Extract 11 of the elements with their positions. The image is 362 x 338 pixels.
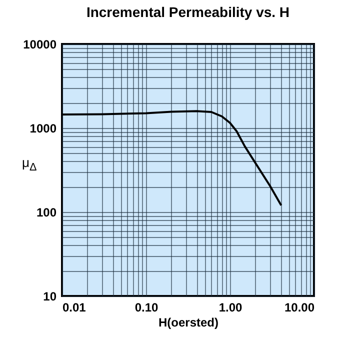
y-axis-title: μ$_{Δ}$ [22,155,37,174]
y-tick-label: 1000 [30,122,57,136]
y-tick-label: 10 [43,290,57,304]
x-axis-title: H(oersted) [158,316,219,330]
x-tick-label: 0.10 [134,300,158,314]
x-tick-label: 1.00 [218,300,242,314]
y-tick-label: 100 [36,206,57,220]
x-tick-label: 10.00 [284,300,315,314]
x-tick-label: 0.01 [62,300,86,314]
chart-title: Incremental Permeability vs. H [86,4,290,20]
y-tick-label: 10000 [23,38,57,52]
